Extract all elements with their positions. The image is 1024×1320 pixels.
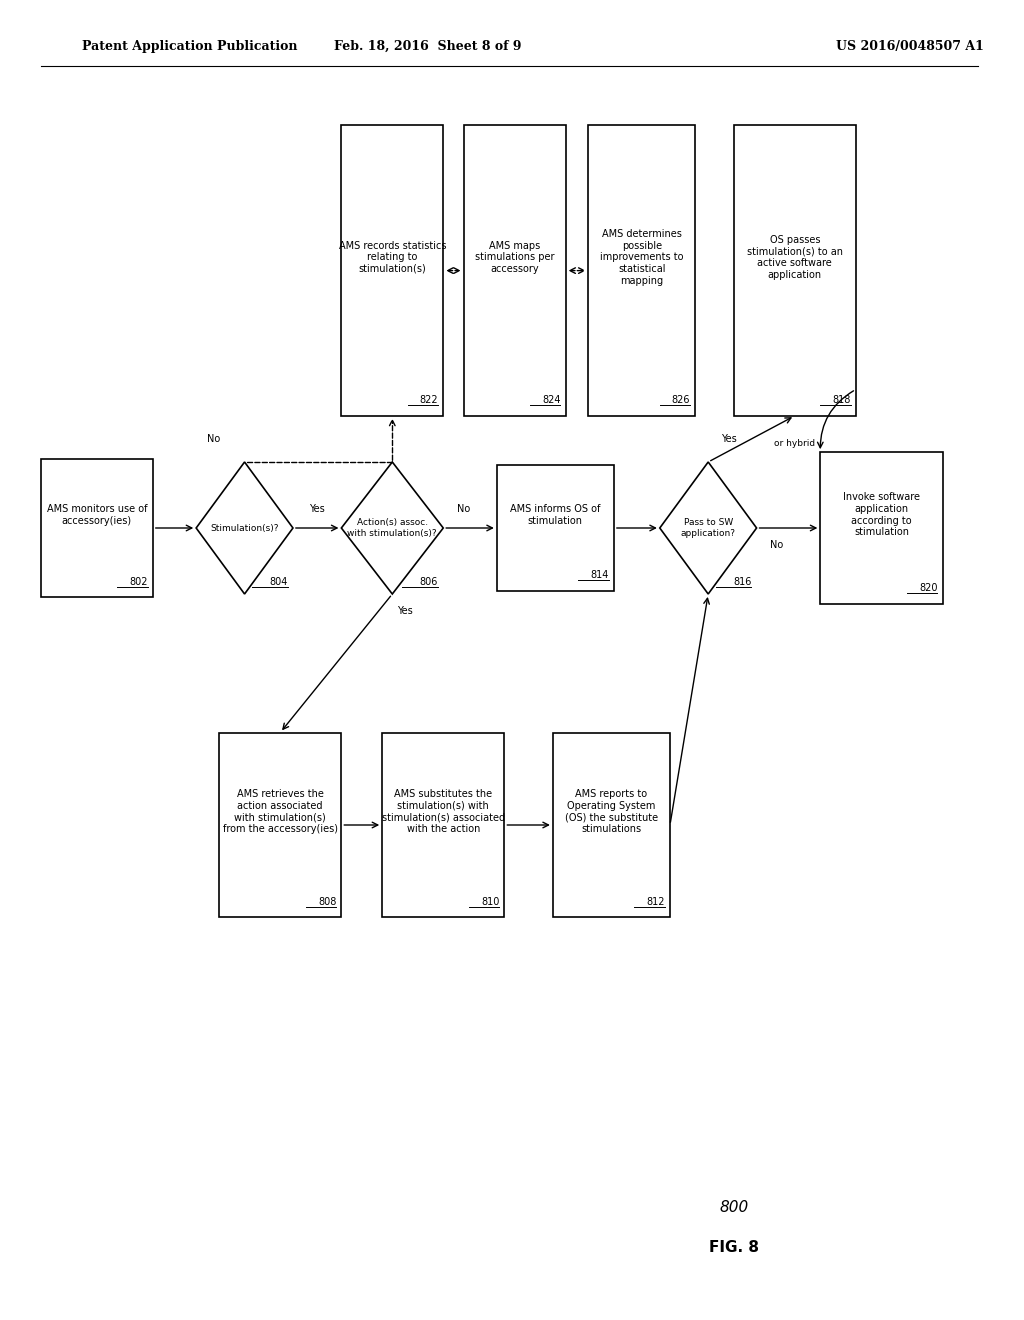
Text: Yes: Yes [721,434,736,445]
Text: Pass to SW
application?: Pass to SW application? [681,519,735,537]
Text: 808: 808 [317,896,336,907]
Text: 810: 810 [481,896,500,907]
FancyBboxPatch shape [497,466,614,591]
Text: FIG. 8: FIG. 8 [709,1239,759,1255]
Text: AMS informs OS of
stimulation: AMS informs OS of stimulation [510,504,600,525]
Text: 820: 820 [919,583,937,594]
Text: AMS monitors use of
accessory(ies): AMS monitors use of accessory(ies) [46,504,147,525]
FancyBboxPatch shape [41,459,153,597]
Text: Stimulation(s)?: Stimulation(s)? [210,524,279,532]
Text: Action(s) assoc.
with stimulation(s)?: Action(s) assoc. with stimulation(s)? [347,519,437,537]
Text: No: No [457,504,470,515]
Text: 802: 802 [129,577,147,586]
Text: Yes: Yes [309,504,325,515]
Polygon shape [659,462,757,594]
Text: 818: 818 [833,395,851,405]
Text: 804: 804 [269,577,288,587]
FancyBboxPatch shape [820,451,942,605]
FancyBboxPatch shape [219,733,341,917]
FancyBboxPatch shape [553,733,670,917]
Text: Yes: Yes [396,606,413,616]
Text: US 2016/0048507 A1: US 2016/0048507 A1 [836,40,983,53]
Text: Invoke software
application
according to
stimulation: Invoke software application according to… [843,492,920,537]
Text: 806: 806 [420,577,438,587]
FancyBboxPatch shape [733,125,856,416]
FancyBboxPatch shape [382,733,505,917]
Text: 814: 814 [591,570,609,581]
Text: Feb. 18, 2016  Sheet 8 of 9: Feb. 18, 2016 Sheet 8 of 9 [334,40,521,53]
Text: 816: 816 [733,577,752,587]
Polygon shape [341,462,443,594]
Text: No: No [770,540,783,550]
Text: or hybrid: or hybrid [774,438,815,447]
FancyBboxPatch shape [589,125,695,416]
FancyBboxPatch shape [341,125,443,416]
Text: AMS retrieves the
action associated
with stimulation(s)
from the accessory(ies): AMS retrieves the action associated with… [222,789,338,834]
Text: 812: 812 [646,896,665,907]
Text: Patent Application Publication: Patent Application Publication [82,40,297,53]
Text: 824: 824 [542,395,560,405]
Text: AMS records statistics
relating to
stimulation(s): AMS records statistics relating to stimu… [339,240,446,275]
Text: AMS reports to
Operating System
(OS) the substitute
stimulations: AMS reports to Operating System (OS) the… [565,789,658,834]
Text: OS passes
stimulation(s) to an
active software
application: OS passes stimulation(s) to an active so… [746,235,843,280]
Text: AMS substitutes the
stimulation(s) with
stimulation(s) associated
with the actio: AMS substitutes the stimulation(s) with … [382,789,505,834]
Text: AMS determines
possible
improvements to
statistical
mapping: AMS determines possible improvements to … [600,230,684,285]
Text: AMS maps
stimulations per
accessory: AMS maps stimulations per accessory [475,240,554,275]
Polygon shape [197,462,293,594]
Text: No: No [207,434,220,445]
Text: 822: 822 [420,395,438,405]
FancyBboxPatch shape [464,125,565,416]
Text: 826: 826 [672,395,690,405]
Text: 800: 800 [719,1200,749,1216]
